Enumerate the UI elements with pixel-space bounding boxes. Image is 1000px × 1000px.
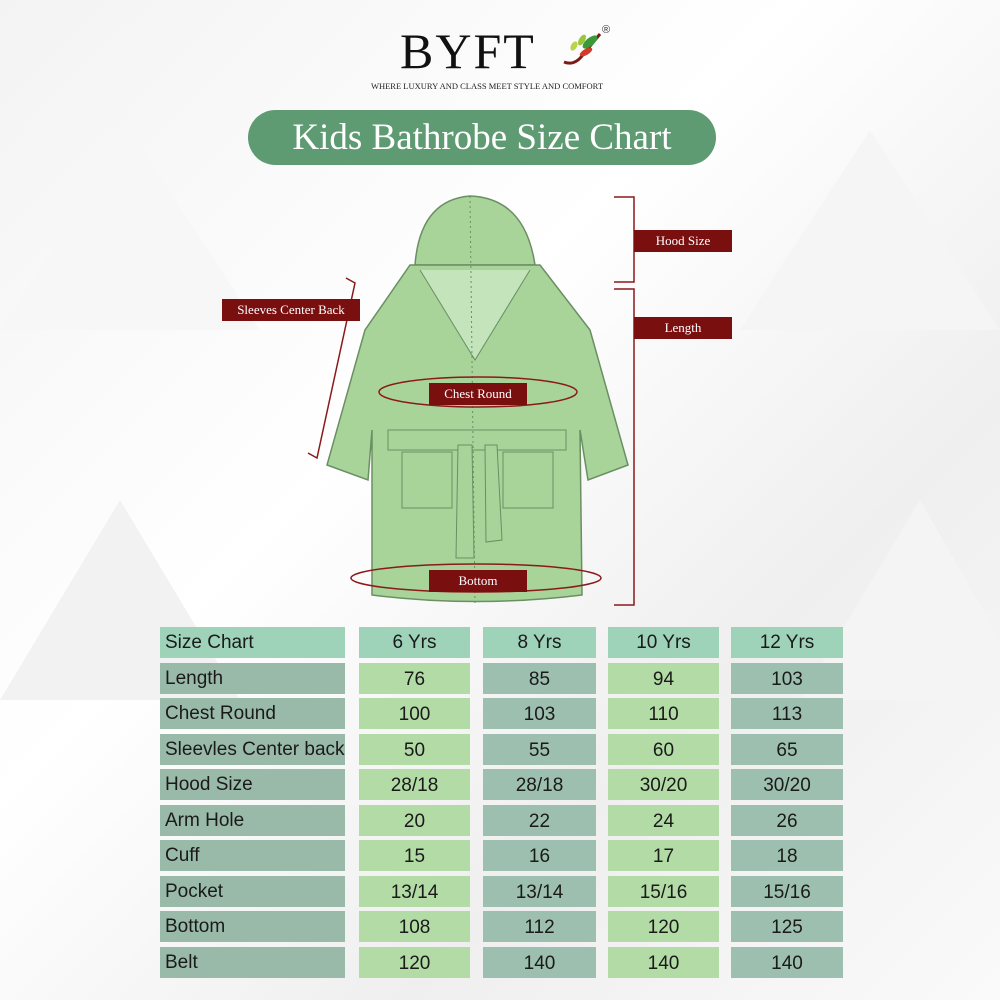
leaf-logo-icon (563, 33, 602, 65)
table-row-label: Bottom (160, 911, 345, 942)
table-cell: 120 (359, 946, 470, 978)
table-cell: 140 (483, 946, 596, 978)
table-cell: 100 (359, 698, 470, 729)
table-header-size: 10 Yrs (608, 627, 719, 658)
brand-tagline: WHERE LUXURY AND CLASS MEET STYLE AND CO… (370, 81, 604, 91)
table-cell: 13/14 (359, 875, 470, 907)
table-row-label: Belt (160, 946, 345, 978)
table-header-size: 8 Yrs (483, 627, 596, 658)
table-cell: 110 (608, 698, 719, 729)
table-row-label: Hood Size (160, 769, 345, 800)
table-cell: 50 (359, 733, 470, 765)
table-cell: 140 (731, 946, 843, 978)
table-row-label: Length (160, 662, 345, 694)
table-cell: 16 (483, 840, 596, 871)
table-cell: 65 (731, 733, 843, 765)
table-header-label: Size Chart (160, 627, 345, 658)
table-cell: 113 (731, 698, 843, 729)
table-row-label: Arm Hole (160, 804, 345, 836)
bottom-label: Bottom (429, 570, 527, 592)
hood-size-label: Hood Size (634, 230, 732, 252)
table-cell: 13/14 (483, 875, 596, 907)
table-cell: 28/18 (483, 769, 596, 800)
table-cell: 125 (731, 911, 843, 942)
table-row-label: Cuff (160, 840, 345, 871)
table-cell: 15 (359, 840, 470, 871)
page-title: Kids Bathrobe Size Chart (248, 110, 716, 165)
brand-logo: BYFT (400, 23, 536, 79)
table-row-label: Pocket (160, 875, 345, 907)
table-cell: 60 (608, 733, 719, 765)
table-cell: 30/20 (731, 769, 843, 800)
table-cell: 85 (483, 662, 596, 694)
sleeves-center-back-label: Sleeves Center Back (222, 299, 360, 321)
table-cell: 26 (731, 804, 843, 836)
length-label: Length (634, 317, 732, 339)
table-cell: 15/16 (608, 875, 719, 907)
table-header-size: 6 Yrs (359, 627, 470, 658)
table-cell: 24 (608, 804, 719, 836)
table-cell: 94 (608, 662, 719, 694)
table-row-label: Sleevles Center back (160, 733, 345, 765)
table-cell: 22 (483, 804, 596, 836)
table-cell: 103 (731, 662, 843, 694)
table-cell: 30/20 (608, 769, 719, 800)
chest-round-label: Chest Round (429, 383, 527, 405)
table-cell: 76 (359, 662, 470, 694)
table-cell: 28/18 (359, 769, 470, 800)
table-cell: 15/16 (731, 875, 843, 907)
table-cell: 20 (359, 804, 470, 836)
table-cell: 18 (731, 840, 843, 871)
table-cell: 55 (483, 733, 596, 765)
table-cell: 140 (608, 946, 719, 978)
table-cell: 120 (608, 911, 719, 942)
table-header-size: 12 Yrs (731, 627, 843, 658)
table-cell: 17 (608, 840, 719, 871)
table-cell: 112 (483, 911, 596, 942)
table-cell: 108 (359, 911, 470, 942)
table-cell: 103 (483, 698, 596, 729)
table-row-label: Chest Round (160, 698, 345, 729)
registered-mark: ® (602, 24, 611, 36)
